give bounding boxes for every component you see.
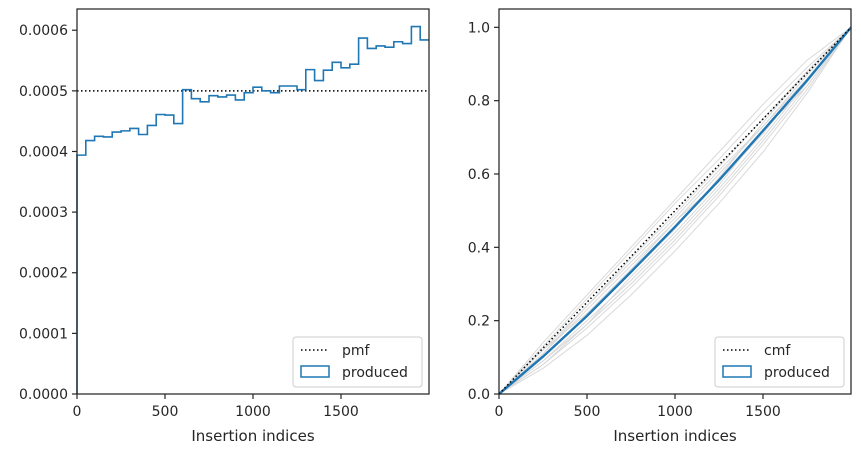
right-x-tick-label: 1500 xyxy=(745,404,781,420)
right-plot-marks xyxy=(498,26,852,395)
left-x-tick-label: 500 xyxy=(152,404,179,420)
background-cdf-line xyxy=(498,27,852,395)
right-legend-produced-swatch xyxy=(722,365,752,378)
right-y-tick-label: 1.0 xyxy=(468,20,490,36)
left-y-tick-label: 0.0002 xyxy=(19,266,68,282)
right-y-tick-label: 0.4 xyxy=(468,240,490,256)
right-y-tick-label: 0.8 xyxy=(468,94,490,110)
right-legend-cmf-label: cmf xyxy=(764,343,791,359)
background-cdf-line xyxy=(498,27,852,395)
left-legend-pmf-label: pmf xyxy=(342,343,371,359)
left-legend-produced-label: produced xyxy=(342,365,408,381)
left-x-tick-label: 0 xyxy=(73,404,82,420)
left-y-tick-label: 0.0003 xyxy=(19,205,68,221)
right-x-tick-label: 1000 xyxy=(657,404,693,420)
produced-cdf-line xyxy=(498,26,852,395)
background-cdf-line xyxy=(498,26,852,395)
left-y-tick-label: 0.0001 xyxy=(19,326,68,342)
left-legend: pmf produced xyxy=(292,336,423,388)
left-x-tick-label: 1000 xyxy=(235,404,271,420)
cmf-panel: 0 500 1000 1500 0.0 0.2 0.4 0.6 0.8 1.0 Insertion… xyxy=(468,8,852,445)
right-legend: cmf produced xyxy=(714,336,845,388)
right-y-tick-label: 0.0 xyxy=(468,387,490,403)
left-y-tick-label: 0.0006 xyxy=(19,23,68,39)
left-plot-marks xyxy=(76,25,429,394)
background-cdf-line xyxy=(498,27,852,395)
left-axes-frame xyxy=(76,8,430,395)
background-cdf-line xyxy=(498,27,852,395)
left-legend-produced-swatch xyxy=(300,365,330,378)
background-cdf-line xyxy=(498,26,852,395)
cmf-reference-line xyxy=(498,26,852,395)
left-x-tick-label: 1500 xyxy=(323,404,359,420)
left-ticks: 0 500 1000 1500 0.0000 0.0001 0.0002 0.0003 0.00… xyxy=(19,23,359,420)
background-cdf-line xyxy=(498,26,852,395)
right-x-tick-label: 500 xyxy=(574,404,601,420)
right-y-tick-label: 0.6 xyxy=(468,167,490,183)
produced-histogram-step xyxy=(76,25,429,394)
right-y-tick-label: 0.2 xyxy=(468,314,490,330)
background-cdf-line xyxy=(498,27,852,395)
right-x-tick-label: 0 xyxy=(495,404,504,420)
pmf-panel: 0 500 1000 1500 0.0000 0.0001 0.0002 0.0003 0.00… xyxy=(19,8,430,445)
right-ticks: 0 500 1000 1500 0.0 0.2 0.4 0.6 0.8 1.0 xyxy=(468,20,781,420)
right-legend-produced-label: produced xyxy=(764,365,830,381)
left-y-tick-label: 0.0005 xyxy=(19,84,68,100)
left-y-tick-label: 0.0000 xyxy=(19,387,68,403)
left-y-tick-label: 0.0004 xyxy=(19,144,68,160)
left-x-axis-label: Insertion indices xyxy=(191,427,314,445)
right-x-axis-label: Insertion indices xyxy=(613,427,736,445)
